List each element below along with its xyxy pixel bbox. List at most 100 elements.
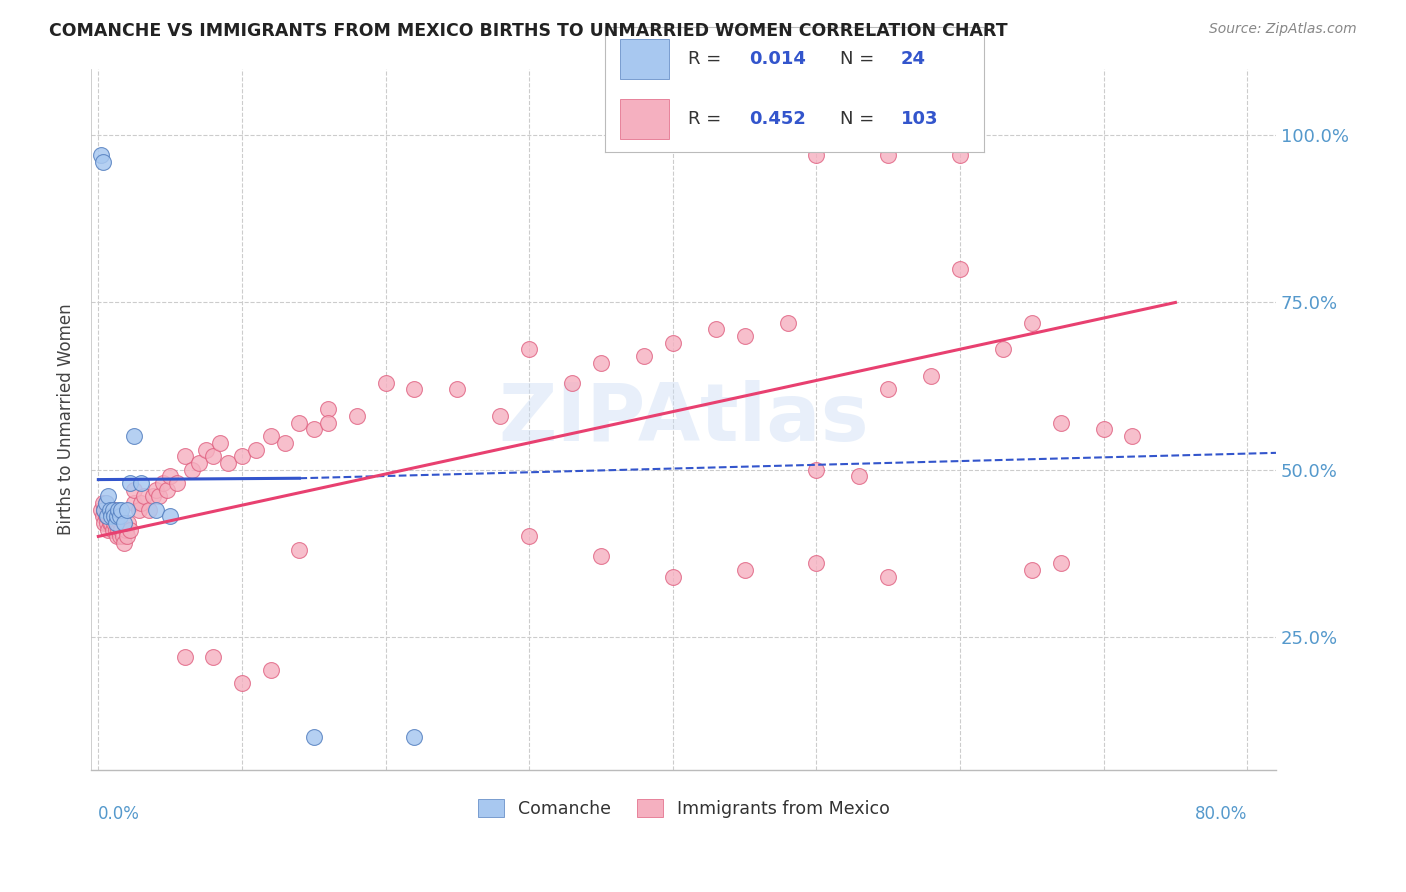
Point	[145, 502, 167, 516]
Point	[187, 456, 209, 470]
Point	[114, 523, 136, 537]
Point	[104, 509, 127, 524]
Point	[806, 148, 828, 162]
Point	[115, 529, 138, 543]
Point	[93, 502, 115, 516]
Point	[101, 502, 124, 516]
Point	[517, 343, 540, 357]
Point	[202, 449, 225, 463]
Point	[374, 376, 396, 390]
Text: 103: 103	[901, 111, 938, 128]
Point	[517, 529, 540, 543]
Point	[159, 469, 181, 483]
Point	[195, 442, 218, 457]
Point	[118, 523, 141, 537]
Point	[103, 516, 125, 530]
Point	[152, 475, 174, 490]
Point	[734, 563, 756, 577]
Text: 0.0%: 0.0%	[98, 805, 141, 823]
Point	[346, 409, 368, 423]
Point	[97, 489, 120, 503]
Point	[877, 148, 900, 162]
Point	[134, 489, 156, 503]
Text: N =: N =	[839, 50, 880, 68]
Point	[96, 502, 118, 516]
Point	[108, 516, 131, 530]
Point	[202, 649, 225, 664]
Point	[446, 382, 468, 396]
Point	[489, 409, 512, 423]
Point	[100, 509, 122, 524]
Point	[91, 155, 114, 169]
Text: Source: ZipAtlas.com: Source: ZipAtlas.com	[1209, 22, 1357, 37]
Text: 0.014: 0.014	[749, 50, 806, 68]
Point	[105, 516, 128, 530]
Point	[104, 523, 127, 537]
Point	[231, 449, 253, 463]
Text: ZIPAtlas: ZIPAtlas	[498, 380, 869, 458]
Point	[118, 475, 141, 490]
Point	[1121, 429, 1143, 443]
Point	[589, 356, 612, 370]
Point	[107, 502, 129, 516]
Point	[920, 369, 942, 384]
Point	[260, 429, 283, 443]
Point	[245, 442, 267, 457]
Point	[877, 382, 900, 396]
Point	[104, 516, 127, 530]
Point	[633, 349, 655, 363]
Point	[138, 502, 160, 516]
Point	[94, 496, 117, 510]
Point	[101, 523, 124, 537]
Point	[115, 502, 138, 516]
Point	[156, 483, 179, 497]
Point	[98, 509, 121, 524]
Point	[949, 262, 972, 277]
Point	[122, 429, 145, 443]
Point	[776, 316, 799, 330]
Text: 0.452: 0.452	[749, 111, 806, 128]
Point	[877, 569, 900, 583]
Point	[93, 502, 115, 516]
Point	[108, 509, 131, 524]
Point	[561, 376, 583, 390]
Point	[91, 509, 114, 524]
Point	[122, 483, 145, 497]
Point	[217, 456, 239, 470]
Point	[1021, 563, 1043, 577]
Point	[1021, 316, 1043, 330]
Bar	[620, 99, 669, 139]
Text: N =: N =	[839, 111, 880, 128]
Point	[110, 523, 132, 537]
Point	[103, 502, 125, 516]
Text: R =: R =	[688, 111, 727, 128]
Point	[159, 509, 181, 524]
Point	[98, 516, 121, 530]
Point	[404, 382, 426, 396]
Point	[97, 509, 120, 524]
Point	[98, 502, 121, 516]
Point	[103, 509, 125, 524]
Point	[302, 730, 325, 744]
Point	[288, 542, 311, 557]
Point	[316, 402, 339, 417]
Point	[131, 496, 153, 510]
Legend: Comanche, Immigrants from Mexico: Comanche, Immigrants from Mexico	[471, 792, 897, 825]
Point	[142, 489, 165, 503]
Point	[173, 649, 195, 664]
Point	[96, 516, 118, 530]
Point	[105, 509, 128, 524]
Point	[112, 536, 135, 550]
Point	[806, 462, 828, 476]
Point	[94, 509, 117, 524]
Point	[1049, 416, 1071, 430]
Point	[122, 496, 145, 510]
Point	[117, 516, 139, 530]
Point	[91, 496, 114, 510]
Point	[96, 509, 118, 524]
Point	[662, 335, 685, 350]
Point	[90, 502, 112, 516]
Point	[173, 449, 195, 463]
Point	[93, 516, 115, 530]
Point	[662, 569, 685, 583]
